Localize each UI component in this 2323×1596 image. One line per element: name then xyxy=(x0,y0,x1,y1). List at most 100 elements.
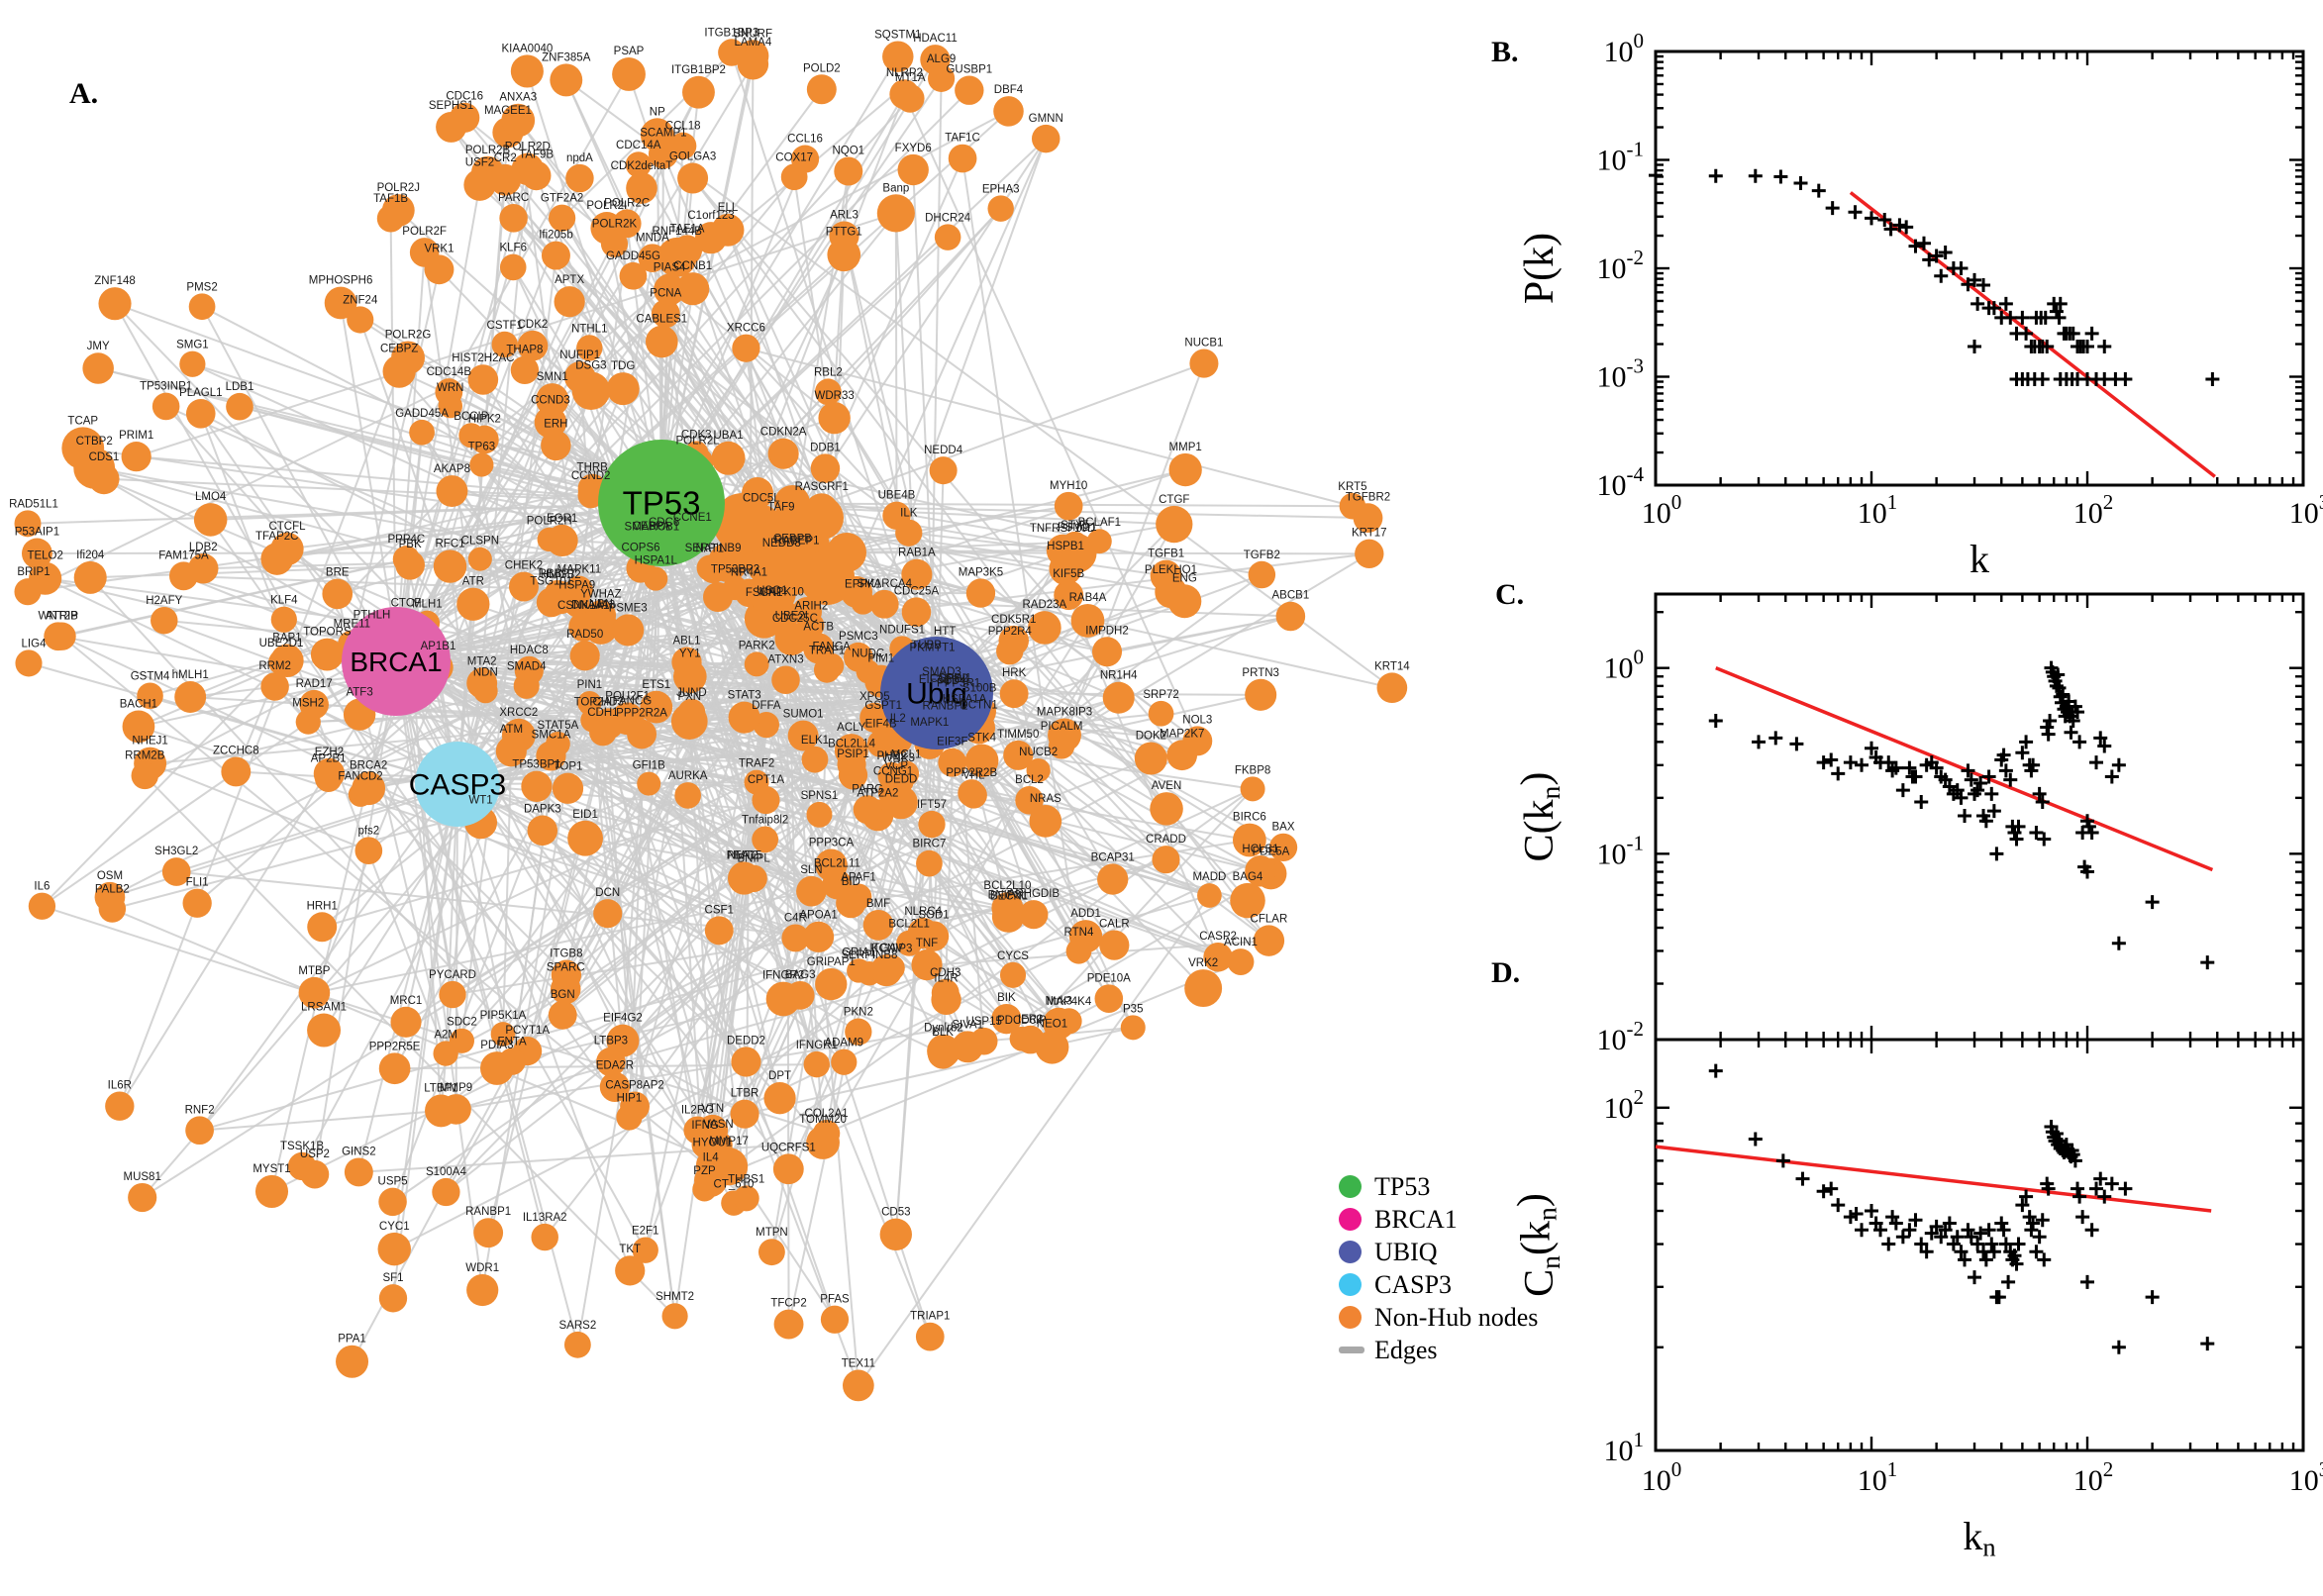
network-node-label: TOP2A xyxy=(574,696,612,708)
network-node-label: CDC6 xyxy=(649,517,679,529)
network-node xyxy=(536,587,566,618)
tick-label: 100 xyxy=(1604,646,1645,685)
network-node-label: RNF144B xyxy=(652,226,702,238)
network-node xyxy=(499,253,527,281)
network-node-label: NUCB2 xyxy=(1019,747,1058,758)
network-node-label: MAP2K7 xyxy=(1160,728,1204,740)
network-node xyxy=(627,719,657,749)
network-node xyxy=(185,1116,214,1146)
network-node-label: CDK3 xyxy=(681,429,712,441)
network-node-label: MAPK1 xyxy=(910,717,949,729)
network-node-label: UBE4B xyxy=(878,490,916,502)
network-node-label: CCND2 xyxy=(571,470,611,482)
network-node-label: BCL2 xyxy=(1015,774,1044,786)
network-node-label: TP53BP2 xyxy=(711,564,759,576)
hub-node-casp3 xyxy=(415,742,500,827)
network-node xyxy=(182,888,212,918)
hub-node-tp53 xyxy=(598,440,725,566)
network-node xyxy=(996,638,1024,665)
network-node-label: RBBP7 xyxy=(539,568,576,580)
network-node xyxy=(901,597,932,627)
legend-label: Non-Hub nodes xyxy=(1374,1302,1539,1332)
network-node xyxy=(322,578,354,610)
network-node xyxy=(152,392,180,421)
legend-item-non-hub-nodes: Non-Hub nodes xyxy=(1339,1301,1538,1334)
network-node xyxy=(433,1041,458,1066)
network-node-label: CLSPN xyxy=(461,536,499,548)
network-node xyxy=(299,689,329,720)
network-node-label: RRM2 xyxy=(258,660,291,672)
network-node xyxy=(619,261,648,290)
network-node-label: PARK2 xyxy=(739,640,775,651)
network-node xyxy=(122,710,155,744)
network-node-label: RABEP1 xyxy=(774,535,819,547)
network-node-label: VCP xyxy=(884,760,908,772)
network-node-label: MCL1 xyxy=(891,748,922,760)
network-node-label: VHL xyxy=(962,770,985,782)
network-node xyxy=(513,672,540,699)
network-node-label: SQSTM1 xyxy=(874,29,921,41)
network-node xyxy=(1134,742,1167,775)
network-node-label: P53AIP1 xyxy=(15,527,59,539)
network-node xyxy=(704,916,734,946)
network-node-label: PRIM1 xyxy=(119,430,153,442)
network-node-label: BCLAF1 xyxy=(1078,517,1121,529)
network-node-label: hMLH1 xyxy=(172,669,209,681)
network-node xyxy=(606,372,640,406)
network-node xyxy=(554,286,585,318)
network-node-label: PMS2 xyxy=(186,281,217,293)
network-node-label: STAT3 xyxy=(728,690,761,702)
network-node-label: DCN xyxy=(595,887,620,899)
network-node xyxy=(545,731,570,756)
network-node-label: AKAP8 xyxy=(434,463,470,475)
network-node xyxy=(991,901,1024,933)
network-node-label: CHD3 xyxy=(593,696,624,708)
network-node xyxy=(521,160,552,191)
network-node-label: WT1 xyxy=(468,794,492,806)
data-points xyxy=(1708,660,2215,970)
network-node-label: S100A4 xyxy=(426,1166,467,1178)
network-node xyxy=(1086,529,1112,554)
network-node-label: SMN1 xyxy=(537,371,568,383)
network-node-label: BRIP1 xyxy=(17,566,50,578)
network-node-label: AP1B1 xyxy=(421,641,456,652)
network-node xyxy=(1054,580,1084,611)
hub-label-casp3: CASP3 xyxy=(409,769,506,802)
network-node xyxy=(548,204,576,232)
network-node xyxy=(615,1255,646,1286)
plot-frame xyxy=(1654,50,2305,487)
network-node-label: NLRC4 xyxy=(904,906,942,918)
network-node-cluster xyxy=(703,582,733,612)
network-node xyxy=(314,764,343,792)
network-node-label: MAPK8IP3 xyxy=(1037,706,1092,718)
network-node-label: OSM xyxy=(97,870,123,882)
network-node-label: ELL xyxy=(718,202,739,214)
network-node-label: MTBP xyxy=(298,965,330,977)
network-node xyxy=(1376,672,1408,704)
network-node xyxy=(763,1082,796,1115)
network-node xyxy=(467,547,492,571)
network-node-label: CR2 xyxy=(494,152,517,164)
network-node-label: TP53BP1 xyxy=(512,759,560,771)
network-labels: TCAP PRIM1 NHEJ1 Ifi204 TP53INP1 P53AIP1 TFAP2… xyxy=(9,27,1410,1369)
network-node-label: CDC14B xyxy=(427,366,472,378)
network-nodes xyxy=(14,39,1408,1402)
network-node-label: UBE2I xyxy=(775,610,808,622)
network-node xyxy=(550,63,583,97)
network-node xyxy=(438,393,463,419)
network-node xyxy=(847,958,871,983)
y-axis-label: P(k) xyxy=(1517,233,1563,304)
network-node-label: RFC1 xyxy=(435,538,464,549)
network-node xyxy=(436,475,468,508)
network-node-label: ATM xyxy=(500,724,523,736)
network-node-label: SPNS1 xyxy=(801,790,839,802)
network-node xyxy=(815,967,848,1001)
network-node-label: Tnfaip8l2 xyxy=(742,815,788,827)
network-node xyxy=(838,760,868,790)
network-node-label: FANCA xyxy=(812,642,851,653)
network-node xyxy=(495,736,527,767)
network-node-label: CDH3 xyxy=(930,967,960,979)
network-node xyxy=(501,103,536,138)
network-node-label: NTHL1 xyxy=(571,323,607,335)
network-node-label: BCCIP xyxy=(454,411,488,423)
